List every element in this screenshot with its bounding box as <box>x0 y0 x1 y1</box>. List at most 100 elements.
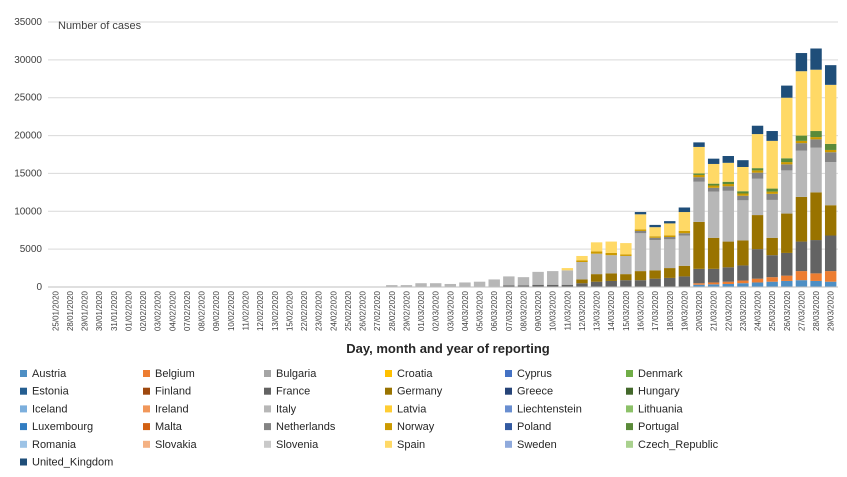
x-tick-label: 28/03/2020 <box>812 290 821 331</box>
legend-label: Romania <box>32 439 77 451</box>
bar-segment-united-kingdom <box>693 142 705 147</box>
legend-label: Greece <box>517 386 553 398</box>
bar-segment-norway <box>824 149 837 153</box>
legend-item: Portugal <box>626 421 679 433</box>
legend-label: France <box>276 386 310 398</box>
bar-segment-netherlands <box>649 237 661 241</box>
x-tick-label: 07/03/2020 <box>505 290 514 331</box>
bar-segment-germany <box>824 205 837 236</box>
bar-segment-spain <box>561 268 574 271</box>
legend-swatch <box>626 440 633 448</box>
bar-segment-italy <box>649 240 661 271</box>
bar-segment-netherlands <box>634 230 647 234</box>
legend-item: France <box>264 386 310 398</box>
bar-segment-spain <box>664 223 676 236</box>
bar-segment-germany <box>737 240 749 266</box>
bar-segment-italy <box>751 178 764 216</box>
bar-segment-spain <box>590 242 603 252</box>
legend-item: Italy <box>264 403 297 415</box>
legend-item: United_Kingdom <box>20 457 113 469</box>
bar-segment-italy <box>386 285 398 287</box>
bar-segment-italy <box>664 239 676 269</box>
bar-segment-netherlands <box>810 139 822 148</box>
bar-segment-united-kingdom <box>781 85 793 98</box>
bar-segment-norway <box>605 252 617 256</box>
bar-segment-italy <box>459 282 471 287</box>
legend-label: Malta <box>155 421 183 433</box>
legend: Austria Belgium Bulgaria Croatia Cyprus Denma… <box>20 368 719 469</box>
legend-swatch <box>505 440 512 448</box>
legend-label: Finland <box>155 386 191 398</box>
axis-layer: 0 5000 10000 15000 20000 25000 30000 35000 25/01… <box>14 17 838 331</box>
legend-swatch <box>385 387 392 395</box>
x-tick-label: 22/02/2020 <box>300 290 309 331</box>
legend-item: Greece <box>505 386 553 398</box>
legend-item: Lithuania <box>626 403 684 415</box>
bar-segment-austria <box>751 282 764 287</box>
bar-segment-portugal <box>722 181 734 185</box>
bar-segment-portugal <box>693 173 705 175</box>
bar-segment-italy <box>766 199 778 238</box>
legend-label: Hungary <box>638 386 680 398</box>
legend-item: Liechtenstein <box>505 403 582 415</box>
bar-segment-spain <box>751 134 764 169</box>
legend-swatch <box>626 405 633 413</box>
legend-item: Bulgaria <box>264 368 317 380</box>
bar-segment-norway <box>693 174 705 178</box>
bar-segment-austria <box>722 283 734 287</box>
legend-swatch <box>385 440 392 448</box>
bar-segment-italy <box>576 262 588 280</box>
legend-label: Belgium <box>155 368 195 380</box>
legend-item: Norway <box>385 421 435 433</box>
legend-label: Estonia <box>32 386 70 398</box>
x-tick-label: 29/01/2020 <box>81 290 90 331</box>
bar-segment-spain <box>722 162 734 182</box>
bar-segment-united-kingdom <box>766 131 778 141</box>
y-tick-label: 30000 <box>14 55 42 66</box>
bar-segment-germany <box>649 270 661 279</box>
legend-item: Germany <box>385 386 443 398</box>
legend-item: Belgium <box>143 368 195 380</box>
legend-label: Netherlands <box>276 421 336 433</box>
bar-segment-spain <box>678 212 691 231</box>
bar-segment-portugal <box>766 188 778 192</box>
bar-segment-france <box>693 268 705 284</box>
bar-segment-united-kingdom <box>722 156 734 163</box>
bar-segment-netherlands <box>766 193 778 200</box>
bar-segment-france <box>620 280 632 287</box>
bar-segment-belgium <box>722 281 734 284</box>
x-tick-label: 25/02/2020 <box>344 290 353 331</box>
bar-segment-portugal <box>810 131 822 138</box>
legend-label: Luxembourg <box>32 421 93 433</box>
bar-segment-portugal <box>795 135 808 141</box>
legend-label: Norway <box>397 421 435 433</box>
bar-segment-germany <box>590 274 603 282</box>
bar-segment-germany <box>810 192 822 241</box>
x-tick-label: 27/03/2020 <box>797 290 806 331</box>
legend-label: Denmark <box>638 368 683 380</box>
x-tick-label: 25/03/2020 <box>768 290 777 331</box>
legend-swatch <box>505 370 512 377</box>
bar-segment-norway <box>634 229 647 231</box>
legend-label: Spain <box>397 439 425 451</box>
bar-segment-italy <box>737 200 749 241</box>
bar-segment-norway <box>649 236 661 238</box>
bar-segment-norway <box>781 162 793 165</box>
bar-segment-netherlands <box>707 187 720 192</box>
bar-segment-netherlands <box>678 233 691 236</box>
bar-segment-france <box>532 284 544 287</box>
legend-label: Czech_Republic <box>638 439 719 451</box>
bar-segment-austria <box>781 280 793 287</box>
bar-segment-netherlands <box>737 195 749 201</box>
legend-item: Luxembourg <box>20 421 93 433</box>
legend-item: Poland <box>505 421 551 433</box>
bar-segment-italy <box>590 253 603 275</box>
legend-swatch <box>143 440 150 448</box>
bar-segment-italy <box>444 283 457 287</box>
y-tick-label: 5000 <box>20 244 43 255</box>
bar-segment-norway <box>737 193 749 196</box>
x-tick-label: 09/02/2020 <box>212 290 221 331</box>
bar-segment-netherlands <box>664 237 676 240</box>
bar-segment-belgium <box>707 282 720 285</box>
x-tick-label: 13/02/2020 <box>271 290 280 331</box>
